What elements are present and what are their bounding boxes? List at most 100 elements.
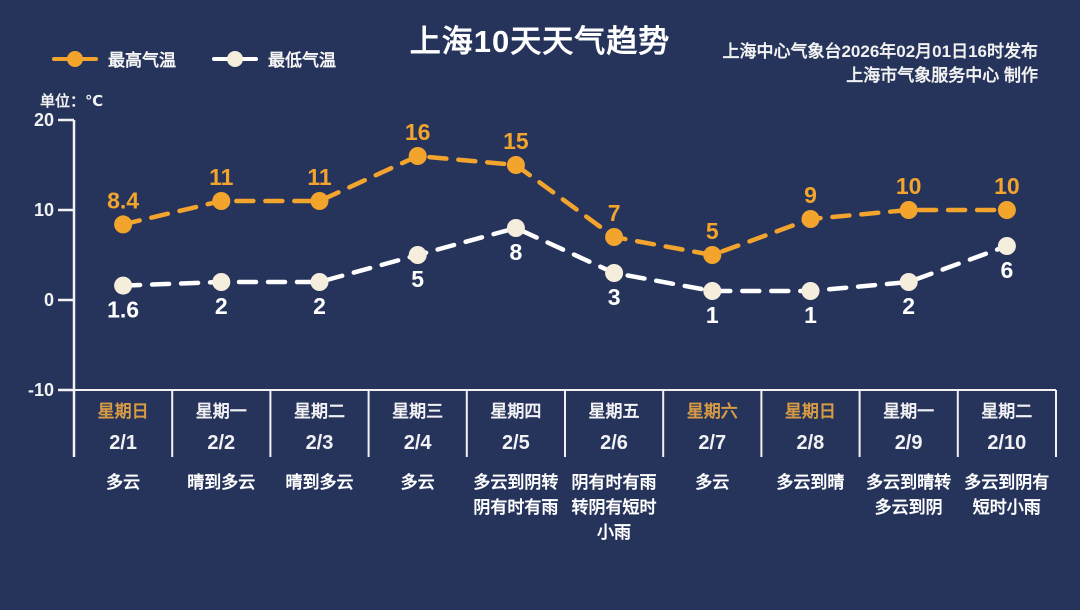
low-temp-value-label: 2 — [313, 293, 326, 319]
weather-description: 多云到阴转阴有时有雨 — [473, 473, 559, 517]
issuer-line1: 上海中心气象台2026年02月01日16时发布 — [722, 42, 1038, 61]
high-temp-value-label: 11 — [307, 164, 332, 190]
high-temp-value-label: 7 — [608, 200, 621, 226]
legend-item-low-temp: 最低气温 — [212, 46, 336, 71]
weather-description: 晴到多云 — [187, 473, 256, 492]
low-temp-value-label: 1.6 — [107, 297, 139, 323]
issuer-line2: 上海市气象服务中心 制作 — [846, 66, 1038, 85]
high-temp-point — [114, 215, 133, 234]
legend-item-high-temp: 最高气温 — [52, 46, 176, 71]
low-temp-point — [703, 282, 722, 300]
weekday-label: 星期日 — [97, 402, 149, 421]
low-temp-value-label: 2 — [215, 293, 228, 319]
high-temp-point — [605, 228, 624, 246]
date-label: 2/4 — [403, 432, 432, 454]
high-temp-value-label: 8.4 — [107, 187, 139, 213]
high-temp-value-label: 9 — [804, 182, 817, 208]
weekday-label: 星期二 — [981, 402, 1033, 421]
weekday-label: 星期六 — [686, 402, 738, 421]
low-temp-point — [114, 276, 133, 295]
day-column: 星期日 2/1 多云 — [74, 396, 172, 545]
weather-description: 多云到晴 — [776, 473, 845, 492]
y-axis-tick-label: -10 — [28, 380, 54, 400]
date-label: 2/6 — [600, 432, 628, 454]
day-column: 星期六 2/7 多云 — [663, 396, 761, 545]
date-label: 2/7 — [698, 432, 727, 454]
weekday-label: 星期四 — [490, 402, 542, 421]
high-temp-point — [703, 246, 722, 264]
low-temp-point — [997, 237, 1016, 255]
weekday-label: 星期五 — [588, 402, 640, 421]
high-temp-legend-marker-icon — [52, 50, 98, 68]
day-columns: 星期日 2/1 多云 星期一 2/2 晴到多云 星期二 2/3 晴到多云 星期三 2/4 多云 星期四 2… — [74, 396, 1056, 545]
day-column: 星期四 2/5 多云到阴转阴有时有雨 — [467, 396, 565, 545]
weather-description: 多云 — [695, 473, 730, 492]
day-column: 星期五 2/6 阴有时有雨转阴有短时小雨 — [565, 396, 663, 545]
unit-label: 单位：℃ — [40, 93, 104, 110]
date-label: 2/9 — [894, 432, 923, 454]
weather-description: 多云 — [106, 473, 141, 492]
low-temp-value-label: 6 — [1001, 257, 1014, 283]
high-temp-point — [212, 192, 231, 210]
high-temp-value-label: 10 — [994, 173, 1020, 199]
weekday-label: 星期日 — [784, 402, 836, 421]
low-temp-point — [506, 219, 525, 237]
date-label: 2/2 — [207, 432, 236, 454]
low-temp-value-label: 1 — [804, 302, 817, 328]
date-label: 2/3 — [305, 432, 334, 454]
date-label: 2/8 — [796, 432, 825, 454]
legend-label-low-temp: 最低气温 — [268, 51, 336, 70]
day-column: 星期二 2/3 晴到多云 — [270, 396, 368, 545]
weekday-label: 星期二 — [293, 402, 345, 421]
date-label: 2/5 — [501, 432, 530, 454]
low-temp-point — [212, 273, 231, 291]
low-temp-point — [899, 273, 918, 291]
high-temp-point — [408, 147, 427, 165]
weather-description: 多云到晴转多云到阴 — [866, 473, 952, 517]
high-temp-line — [120, 153, 1010, 258]
y-axis-tick-label: 20 — [34, 110, 54, 130]
legend-label-high-temp: 最高气温 — [108, 51, 176, 70]
high-temp-value-label: 10 — [896, 173, 922, 199]
chart-legend: 最高气温 最低气温 — [52, 46, 336, 71]
low-temp-value-label: 2 — [902, 293, 915, 319]
low-temp-value-label: 5 — [411, 266, 424, 292]
low-temp-value-label: 1 — [706, 302, 719, 328]
weekday-label: 星期一 — [195, 402, 247, 421]
weekday-label: 星期一 — [883, 402, 935, 421]
issuer-info: 上海中心气象台2026年02月01日16时发布 上海市气象服务中心 制作 — [722, 40, 1038, 88]
high-temp-value-label: 5 — [706, 218, 719, 244]
high-temp-value-label: 11 — [209, 164, 234, 190]
low-temp-point — [408, 246, 427, 264]
page-title: 上海10天天气趋势 — [409, 24, 671, 59]
date-label: 2/10 — [987, 432, 1027, 454]
date-label: 2/1 — [109, 432, 137, 454]
low-temp-value-label: 8 — [510, 239, 523, 265]
high-temp-point — [997, 201, 1016, 219]
weather-description: 多云到阴有短时小雨 — [964, 473, 1050, 517]
high-temp-point — [801, 210, 820, 228]
weather-description: 多云 — [400, 473, 435, 492]
low-temp-point — [605, 264, 624, 282]
high-temp-value-label: 15 — [503, 128, 529, 154]
weekday-label: 星期三 — [392, 402, 444, 421]
y-axis-tick-label: 0 — [44, 290, 54, 310]
day-column: 星期一 2/2 晴到多云 — [172, 396, 270, 545]
day-column: 星期二 2/10 多云到阴有短时小雨 — [958, 396, 1056, 545]
low-temp-point — [310, 273, 329, 291]
day-column: 星期一 2/9 多云到晴转多云到阴 — [860, 396, 958, 545]
day-column: 星期日 2/8 多云到晴 — [761, 396, 859, 545]
day-column: 星期三 2/4 多云 — [369, 396, 467, 545]
high-temp-point — [506, 156, 525, 174]
low-temp-value-label: 3 — [608, 284, 621, 310]
high-temp-value-label: 16 — [405, 119, 431, 145]
low-temp-line — [120, 225, 1010, 294]
low-temp-point — [801, 282, 820, 300]
high-temp-point — [310, 192, 329, 210]
high-temp-point — [899, 201, 918, 219]
weather-description: 阴有时有雨转阴有短时小雨 — [571, 473, 657, 542]
y-axis-tick-label: 10 — [34, 200, 54, 220]
low-temp-legend-marker-icon — [212, 50, 258, 68]
